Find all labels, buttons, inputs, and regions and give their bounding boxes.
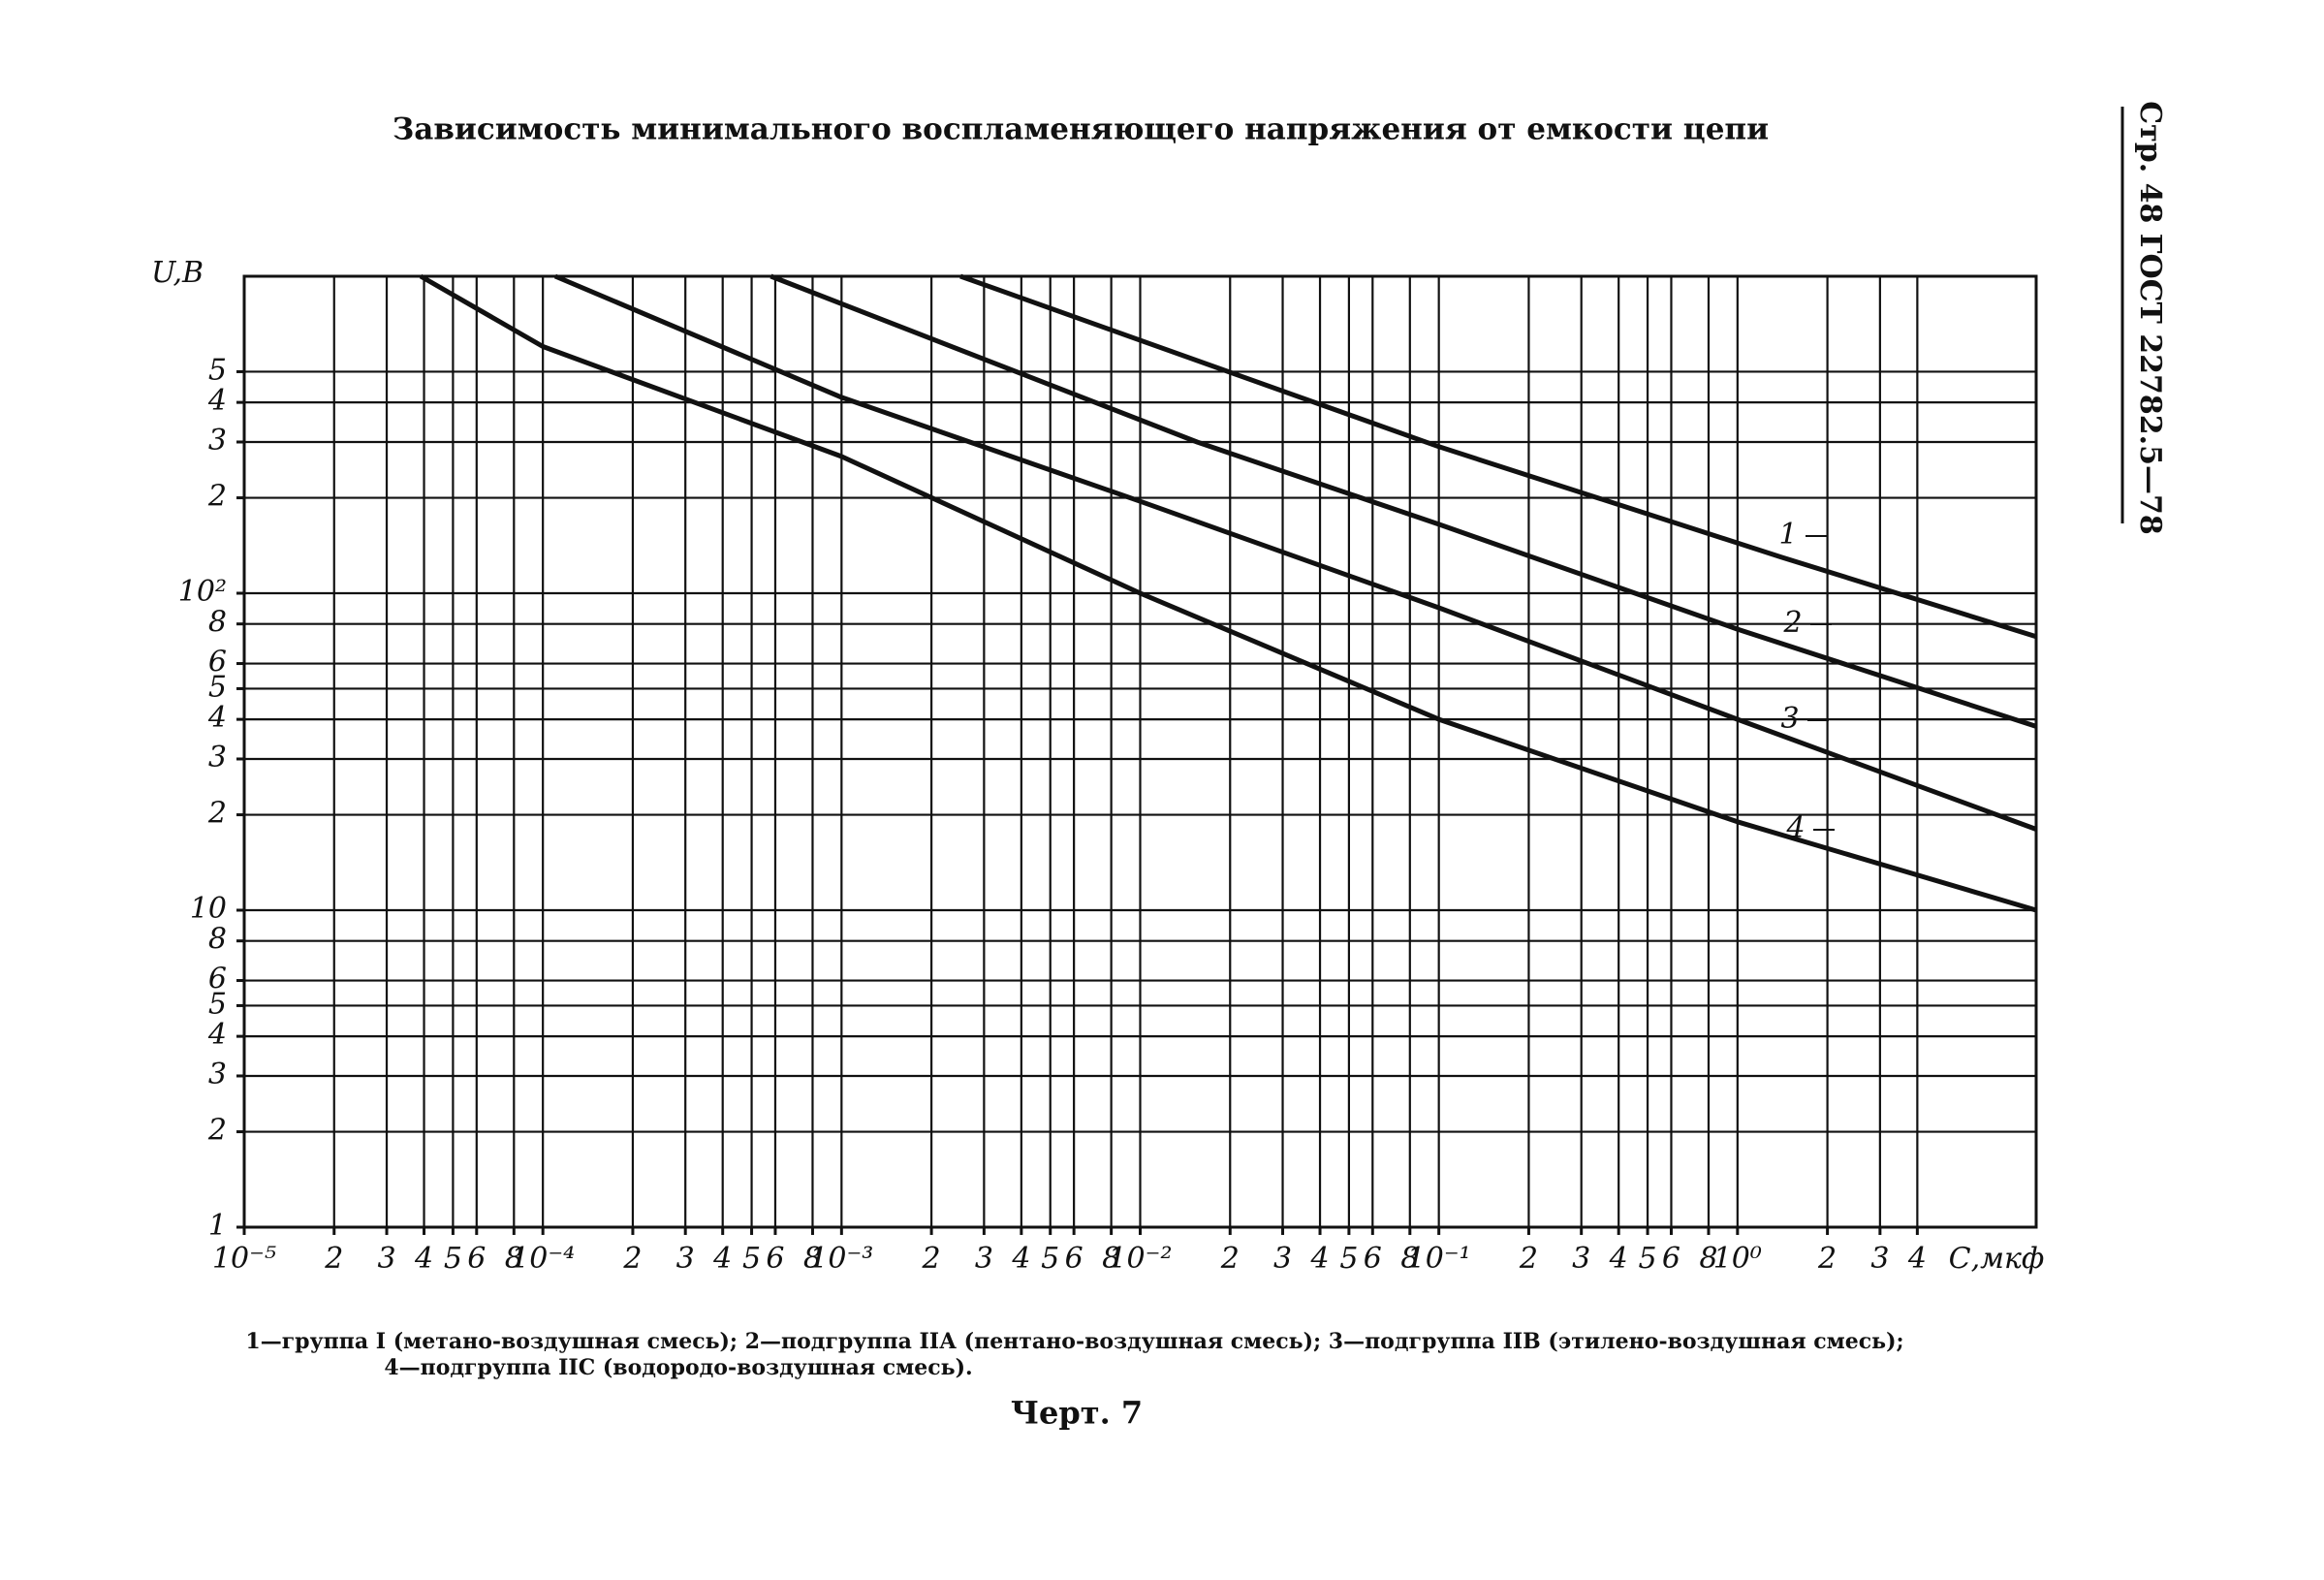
x-tick-label: 2 (622, 1242, 642, 1276)
x-tick-label: 5 (1339, 1242, 1358, 1276)
x-tick-label: 3 (676, 1242, 695, 1276)
x-tick-label: 6 (467, 1242, 486, 1276)
y-tick-label: 2 (207, 480, 227, 514)
x-tick-label: 10⁻³ (809, 1242, 873, 1276)
x-tick-label: 10⁻⁴ (511, 1242, 575, 1276)
x-tick-label: 3 (1273, 1242, 1292, 1276)
curve (769, 273, 2037, 729)
y-tick-label: 10² (178, 575, 227, 609)
chart-title: Зависимость минимального воспламеняющего… (393, 112, 1769, 147)
x-tick-label: 2 (1220, 1242, 1240, 1276)
caption-line: 1—группа I (метано-воздушная смесь); 2—п… (245, 1329, 1903, 1354)
x-tick-label: 5 (742, 1242, 761, 1276)
x-tick-label: 4 (414, 1242, 433, 1276)
x-tick-label: 3 (1870, 1242, 1889, 1276)
y-axis-label: U,В (151, 256, 204, 290)
curve-label: 3 (1780, 702, 1799, 736)
x-tick-label: 10⁻¹ (1407, 1242, 1471, 1276)
x-tick-label: 4 (1907, 1242, 1927, 1276)
y-tick-label: 5 (208, 670, 227, 704)
x-tick-label: 2 (922, 1242, 941, 1276)
x-tick-label: 4 (1309, 1242, 1329, 1276)
curve (959, 273, 2037, 640)
y-tick-label: 8 (208, 923, 227, 957)
curve-label: 1 (1778, 518, 1797, 552)
x-tick-label: 5 (1041, 1242, 1059, 1276)
curve (553, 273, 2037, 832)
y-tick-label: 4 (207, 1018, 227, 1052)
x-axis-label: С,мкф (1949, 1242, 2045, 1276)
x-tick-label: 5 (1639, 1242, 1657, 1276)
y-tick-label: 10 (190, 892, 227, 926)
x-tick-label: 4 (1011, 1242, 1030, 1276)
x-tick-label: 4 (712, 1242, 732, 1276)
x-tick-label: 3 (1572, 1242, 1590, 1276)
x-tick-label: 6 (1662, 1242, 1680, 1276)
x-tick-label: 3 (377, 1242, 395, 1276)
y-tick-label: 1 (208, 1209, 227, 1243)
y-tick-label: 4 (207, 701, 227, 735)
x-tick-label: 8 (1400, 1242, 1419, 1276)
x-tick-label: 5 (444, 1242, 462, 1276)
y-tick-label: 5 (208, 353, 227, 387)
y-tick-label: 8 (208, 606, 227, 640)
x-tick-label: 8 (505, 1242, 523, 1276)
curve (419, 273, 2037, 913)
y-tick-label: 3 (208, 424, 227, 458)
x-tick-label: 8 (803, 1242, 822, 1276)
y-tick-label: 5 (208, 987, 227, 1021)
x-tick-label: 6 (1065, 1242, 1083, 1276)
x-tick-label: 2 (324, 1242, 343, 1276)
x-tick-label: 3 (975, 1242, 993, 1276)
y-tick-label: 2 (207, 797, 227, 831)
y-tick-label: 6 (208, 646, 227, 679)
x-tick-label: 6 (766, 1242, 784, 1276)
figure-label: Черт. 7 (1011, 1395, 1143, 1432)
x-tick-label: 4 (1609, 1242, 1628, 1276)
curve-label: 4 (1785, 811, 1805, 845)
curve-label: 2 (1782, 606, 1802, 640)
y-tick-label: 2 (207, 1114, 227, 1148)
x-tick-label: 10⁻⁵ (212, 1242, 276, 1276)
x-tick-label: 2 (1817, 1242, 1837, 1276)
y-tick-label: 3 (208, 741, 227, 774)
x-tick-label: 8 (1699, 1242, 1717, 1276)
y-tick-label: 3 (208, 1058, 227, 1091)
x-tick-label: 10⁻² (1108, 1242, 1172, 1276)
page-header: Стр. 48 ГОСТ 22782.5—78 (2133, 101, 2167, 534)
y-tick-label: 4 (207, 384, 227, 418)
x-tick-label: 2 (1519, 1242, 1538, 1276)
y-tick-label: 6 (208, 963, 227, 996)
x-tick-label: 10⁰ (1713, 1242, 1762, 1276)
x-tick-label: 6 (1364, 1242, 1382, 1276)
caption-line: 4—подгруппа IIС (водородо-воздушная смес… (384, 1355, 972, 1380)
x-tick-label: 8 (1102, 1242, 1120, 1276)
